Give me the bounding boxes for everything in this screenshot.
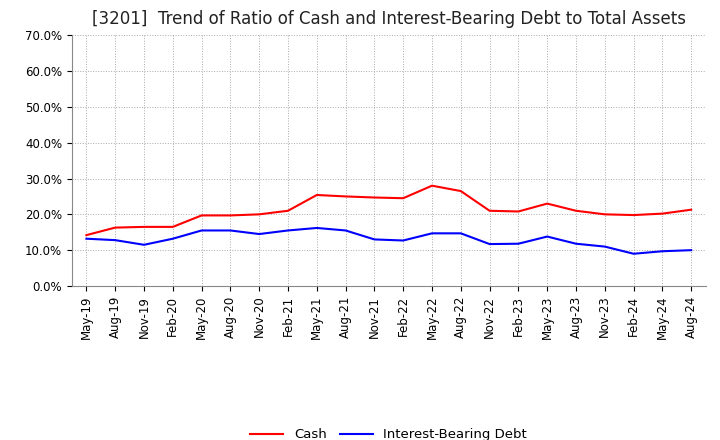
Interest-Bearing Debt [485, 242, 494, 247]
Interest-Bearing Debt [284, 228, 292, 233]
Cash [456, 188, 465, 194]
Cash [82, 232, 91, 238]
Interest-Bearing Debt [168, 236, 177, 242]
Cash [370, 195, 379, 200]
Cash [111, 225, 120, 230]
Cash [226, 213, 235, 218]
Interest-Bearing Debt [543, 234, 552, 239]
Line: Interest-Bearing Debt: Interest-Bearing Debt [86, 228, 691, 254]
Legend: Cash, Interest-Bearing Debt: Cash, Interest-Bearing Debt [245, 423, 533, 440]
Cash [572, 208, 580, 213]
Cash [168, 224, 177, 230]
Cash [658, 211, 667, 216]
Cash [255, 212, 264, 217]
Cash [428, 183, 436, 188]
Interest-Bearing Debt [456, 231, 465, 236]
Cash [687, 207, 696, 213]
Interest-Bearing Debt [572, 241, 580, 246]
Interest-Bearing Debt [428, 231, 436, 236]
Interest-Bearing Debt [514, 241, 523, 246]
Interest-Bearing Debt [341, 228, 350, 233]
Cash [485, 208, 494, 213]
Interest-Bearing Debt [399, 238, 408, 243]
Interest-Bearing Debt [82, 236, 91, 242]
Interest-Bearing Debt [687, 248, 696, 253]
Interest-Bearing Debt [629, 251, 638, 257]
Cash [543, 201, 552, 206]
Interest-Bearing Debt [197, 228, 206, 233]
Cash [312, 192, 321, 198]
Cash [197, 213, 206, 218]
Interest-Bearing Debt [312, 225, 321, 231]
Title: [3201]  Trend of Ratio of Cash and Interest-Bearing Debt to Total Assets: [3201] Trend of Ratio of Cash and Intere… [92, 10, 685, 28]
Cash [284, 208, 292, 213]
Interest-Bearing Debt [226, 228, 235, 233]
Cash [629, 213, 638, 218]
Cash [514, 209, 523, 214]
Cash [341, 194, 350, 199]
Line: Cash: Cash [86, 186, 691, 235]
Cash [399, 195, 408, 201]
Cash [140, 224, 148, 230]
Interest-Bearing Debt [140, 242, 148, 247]
Interest-Bearing Debt [600, 244, 609, 249]
Interest-Bearing Debt [255, 231, 264, 237]
Interest-Bearing Debt [658, 249, 667, 254]
Interest-Bearing Debt [370, 237, 379, 242]
Cash [600, 212, 609, 217]
Interest-Bearing Debt [111, 238, 120, 243]
